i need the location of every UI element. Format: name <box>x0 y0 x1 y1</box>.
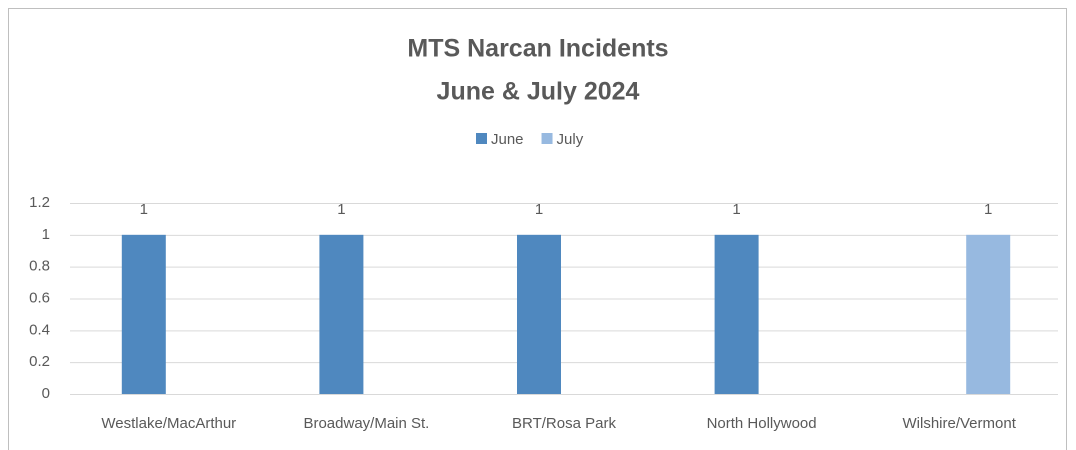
y-tick-label: 0.6 <box>29 289 50 306</box>
x-tick-label: Wilshire/Vermont <box>903 415 1017 432</box>
y-tick-label: 1.2 <box>29 194 50 211</box>
x-tick-label: BRT/Rosa Park <box>512 415 616 432</box>
data-label: 1 <box>984 201 992 218</box>
legend-label: July <box>557 131 584 148</box>
y-tick-label: 1 <box>42 226 50 243</box>
legend-label: June <box>491 131 524 148</box>
chart-title: June & July 2024 <box>437 78 640 106</box>
y-tick-label: 0.8 <box>29 258 50 275</box>
bar <box>319 234 364 394</box>
data-label: 1 <box>732 201 740 218</box>
data-label: 1 <box>337 201 345 218</box>
bar <box>714 234 759 394</box>
y-tick-label: 0 <box>42 385 50 402</box>
x-tick-label: Westlake/MacArthur <box>101 415 236 432</box>
data-label: 1 <box>140 201 148 218</box>
bar <box>121 234 166 394</box>
y-tick-label: 0.4 <box>29 321 50 338</box>
x-tick-label: North Hollywood <box>707 415 817 432</box>
legend-swatch <box>541 133 553 144</box>
bar <box>517 234 561 394</box>
data-label: 1 <box>535 201 543 218</box>
chart-title: MTS Narcan Incidents <box>407 35 668 63</box>
bar <box>966 234 1011 394</box>
legend-swatch <box>476 133 487 144</box>
y-tick-label: 0.2 <box>29 353 50 370</box>
x-tick-label: Broadway/Main St. <box>303 415 429 432</box>
